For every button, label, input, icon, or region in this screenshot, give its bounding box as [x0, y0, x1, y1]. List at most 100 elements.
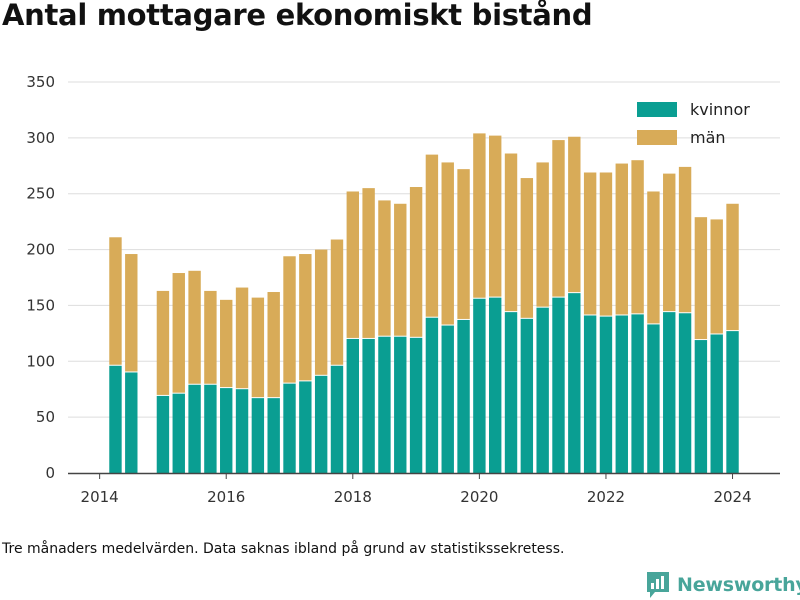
bar-kvinnor — [251, 398, 265, 473]
bar-kvinnor — [267, 398, 280, 473]
y-tick-label: 350 — [26, 73, 55, 91]
bar-man — [125, 254, 138, 372]
newsworthy-logo-icon — [647, 572, 669, 598]
bar-kvinnor — [520, 318, 534, 473]
bar-man — [599, 172, 613, 316]
bar-man — [425, 154, 439, 317]
chart-title: Antal mottagare ekonomiskt bistånd — [2, 0, 593, 32]
bar-kvinnor — [631, 314, 644, 473]
x-axis-ticks: 2014 2016 2018 2020 2022 2024 — [81, 473, 752, 506]
bar-man — [314, 249, 328, 375]
bar-kvinnor — [235, 389, 249, 473]
bar-kvinnor — [615, 315, 628, 473]
y-tick-label: 300 — [26, 129, 55, 147]
x-tick-label: 2016 — [207, 488, 245, 506]
bar-man — [188, 270, 201, 384]
y-tick-label: 0 — [45, 464, 55, 482]
bars — [109, 133, 739, 473]
legend-swatch-man — [637, 130, 677, 145]
bar-man — [520, 178, 534, 318]
bar-man — [647, 191, 660, 324]
bar-kvinnor — [346, 338, 359, 473]
bar-man — [362, 188, 375, 338]
bar-man — [109, 237, 122, 365]
y-tick-label: 250 — [26, 185, 55, 203]
y-tick-label: 200 — [26, 241, 55, 259]
bar-kvinnor — [283, 383, 296, 473]
bar-man — [631, 160, 644, 314]
bar-kvinnor — [188, 384, 201, 473]
bar-kvinnor — [552, 297, 565, 473]
bar-man — [583, 172, 597, 315]
bar-kvinnor — [204, 384, 217, 473]
bar-man — [536, 162, 549, 307]
bar-kvinnor — [409, 337, 423, 473]
bar-man — [330, 239, 344, 365]
bar-man — [267, 292, 280, 398]
y-tick-label: 50 — [36, 408, 55, 426]
bar-kvinnor — [489, 297, 502, 473]
bar-man — [615, 163, 628, 315]
bar-man — [663, 173, 676, 312]
bar-kvinnor — [299, 381, 312, 473]
bar-man — [346, 191, 359, 338]
bar-kvinnor — [710, 334, 723, 473]
bar-kvinnor — [583, 315, 597, 473]
bar-man — [299, 254, 312, 381]
bar-kvinnor — [647, 324, 660, 473]
bar-kvinnor — [314, 375, 328, 473]
bar-kvinnor — [599, 316, 613, 473]
legend-label-kvinnor: kvinnor — [690, 100, 750, 119]
bar-man — [204, 290, 217, 384]
bar-kvinnor — [362, 338, 375, 473]
bar-man — [504, 153, 518, 312]
brand-logo: Newsworthy — [645, 570, 800, 600]
x-tick-label: 2014 — [81, 488, 119, 506]
x-tick-label: 2024 — [713, 488, 751, 506]
bar-man — [251, 297, 265, 398]
bar-kvinnor — [109, 365, 122, 473]
bar-man — [457, 169, 470, 319]
x-tick-label: 2022 — [587, 488, 625, 506]
bar-kvinnor — [457, 319, 470, 473]
bar-kvinnor — [678, 313, 692, 473]
bar-kvinnor — [568, 293, 581, 473]
bar-man — [441, 162, 454, 325]
bar-kvinnor — [220, 388, 233, 473]
y-axis-ticks: 0 50 100 150 200 250 300 350 — [26, 73, 55, 482]
bar-man — [394, 203, 407, 336]
legend: kvinnor män — [637, 100, 750, 147]
bar-kvinnor — [663, 312, 676, 473]
bar-kvinnor — [536, 307, 549, 473]
bar-man — [220, 299, 233, 388]
bar-kvinnor — [504, 312, 518, 473]
bar-man — [156, 290, 170, 395]
bar-man — [552, 140, 565, 297]
bar-kvinnor — [125, 372, 138, 473]
legend-label-man: män — [690, 128, 726, 147]
y-tick-label: 150 — [26, 296, 55, 314]
bar-man — [378, 200, 391, 336]
bar-kvinnor — [694, 340, 708, 473]
x-tick-label: 2018 — [334, 488, 372, 506]
bar-kvinnor — [172, 393, 185, 473]
bar-man — [235, 287, 249, 389]
bar-man — [172, 273, 185, 393]
bar-man — [568, 136, 581, 293]
bar-kvinnor — [473, 298, 486, 473]
bar-man — [726, 203, 739, 331]
bar-man — [283, 256, 296, 383]
bar-man — [710, 219, 723, 334]
bar-kvinnor — [330, 365, 344, 473]
bar-kvinnor — [378, 336, 391, 473]
bar-man — [694, 217, 708, 340]
brand-name: Newsworthy — [677, 574, 800, 596]
bar-kvinnor — [425, 317, 439, 473]
bar-kvinnor — [394, 336, 407, 473]
bar-man — [473, 133, 486, 298]
bar-man — [678, 166, 692, 313]
bar-man — [489, 135, 502, 297]
footnote: Tre månaders medelvärden. Data saknas ib… — [2, 541, 565, 557]
bar-man — [409, 187, 423, 337]
